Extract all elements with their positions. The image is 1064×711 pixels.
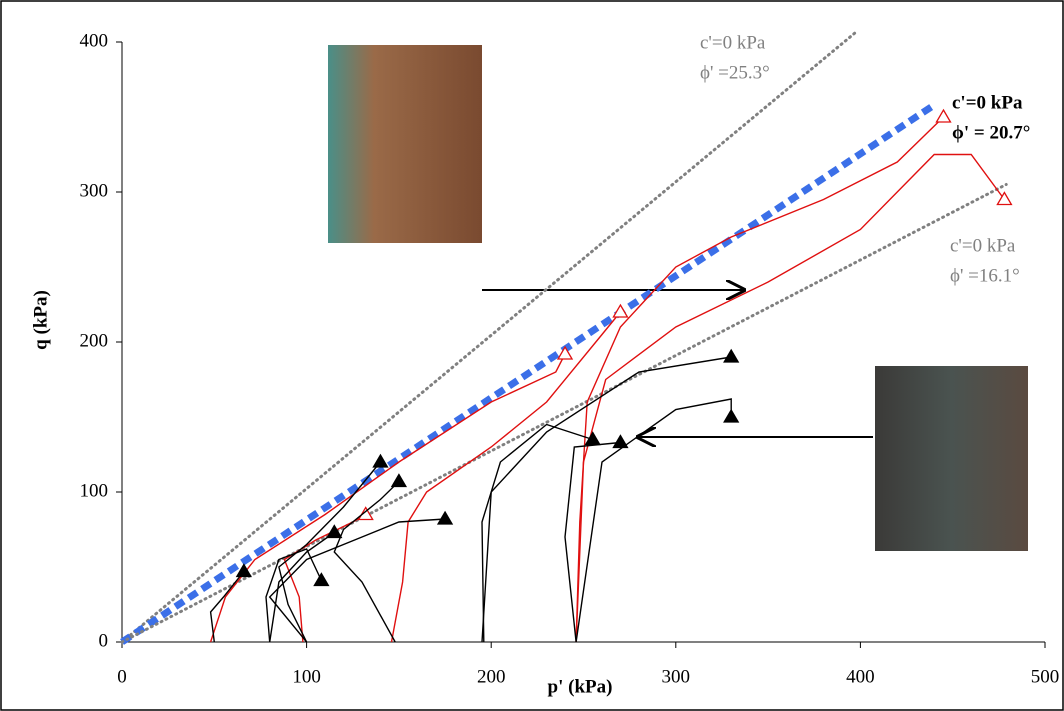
y-tick-label: 0 xyxy=(99,630,109,651)
x-tick-label: 0 xyxy=(117,666,127,687)
end-marker xyxy=(612,303,629,318)
annotation: c'=0 kPa xyxy=(950,235,1016,256)
y-tick-label: 200 xyxy=(80,330,109,351)
stress-path xyxy=(564,441,621,643)
end-marker xyxy=(313,572,330,587)
stress-path xyxy=(269,531,335,643)
stress-path xyxy=(209,353,566,643)
stress-path xyxy=(390,311,621,643)
y-tick-label: 100 xyxy=(80,480,109,501)
stress-path xyxy=(268,518,446,643)
end-marker xyxy=(612,434,629,449)
end-marker xyxy=(556,345,574,360)
stress-path xyxy=(265,548,323,643)
end-marker xyxy=(372,453,389,468)
photo-specimen xyxy=(875,366,1028,551)
end-marker xyxy=(436,510,454,525)
end-marker xyxy=(996,191,1013,206)
stress-path xyxy=(333,480,400,643)
end-marker xyxy=(935,108,952,123)
end-marker xyxy=(390,473,408,488)
x-tick-label: 200 xyxy=(477,666,506,687)
stress-path xyxy=(575,398,732,643)
reference-line xyxy=(120,30,859,644)
stress-path xyxy=(481,356,732,643)
annotation: ϕ' =25.3° xyxy=(700,62,770,83)
x-tick-label: 300 xyxy=(662,666,691,687)
end-marker xyxy=(723,348,740,363)
x-tick-label: 100 xyxy=(292,666,321,687)
y-tick-label: 400 xyxy=(80,30,109,51)
end-marker xyxy=(723,408,740,423)
y-axis-label: q (kPa) xyxy=(30,290,51,350)
end-marker xyxy=(326,524,343,539)
stress-path xyxy=(278,461,381,643)
end-marker xyxy=(235,563,252,578)
y-tick-label: 300 xyxy=(80,180,109,201)
stress-path xyxy=(209,571,245,643)
x-tick-label: 400 xyxy=(846,666,875,687)
annotation: ϕ' =16.1° xyxy=(950,265,1020,286)
annotation: ϕ' = 20.7° xyxy=(952,122,1030,143)
reference-line xyxy=(120,183,1008,644)
reference-line xyxy=(120,102,937,645)
x-axis-label: p' (kPa) xyxy=(548,676,613,697)
annotation: c'=0 kPa xyxy=(700,32,766,53)
x-tick-label: 500 xyxy=(1031,666,1060,687)
annotation: c'=0 kPa xyxy=(952,92,1023,113)
stress-path xyxy=(481,423,593,643)
photo-specimen xyxy=(328,45,482,243)
